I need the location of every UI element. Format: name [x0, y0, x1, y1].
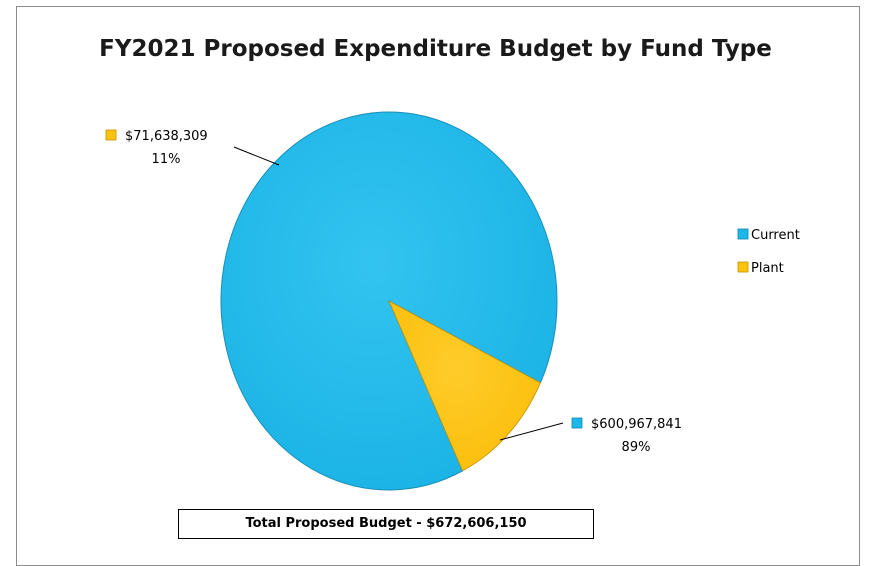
leader-line-current — [499, 422, 564, 441]
pie-chart: $600,967,841 89% $71,638,309 11% Current Pla… — [105, 111, 800, 491]
data-label-marker-plant — [105, 129, 117, 141]
legend-label-plant: Plant — [751, 261, 784, 276]
legend-swatch-plant — [737, 261, 749, 273]
total-budget-box: Total Proposed Budget - $672,606,150 — [178, 509, 594, 539]
data-label-value-current: $600,967,841 — [591, 417, 682, 432]
chart-title: FY2021 Proposed Expenditure Budget by Fu… — [99, 36, 772, 62]
legend-label-current: Current — [751, 228, 800, 243]
leader-lines — [233, 146, 564, 441]
data-label-percent-current: 89% — [622, 440, 651, 455]
data-label-value-plant: $71,638,309 — [125, 129, 208, 144]
legend-swatch-current — [737, 228, 749, 240]
pie-slices — [220, 111, 558, 491]
pie-slice-plant — [388, 300, 541, 472]
legend: Current Plant — [737, 228, 800, 276]
data-label-percent-plant: 11% — [152, 152, 181, 167]
leader-line-plant — [233, 146, 280, 166]
data-labels: $600,967,841 89% $71,638,309 11% — [105, 129, 682, 455]
data-label-marker-current — [571, 417, 583, 429]
